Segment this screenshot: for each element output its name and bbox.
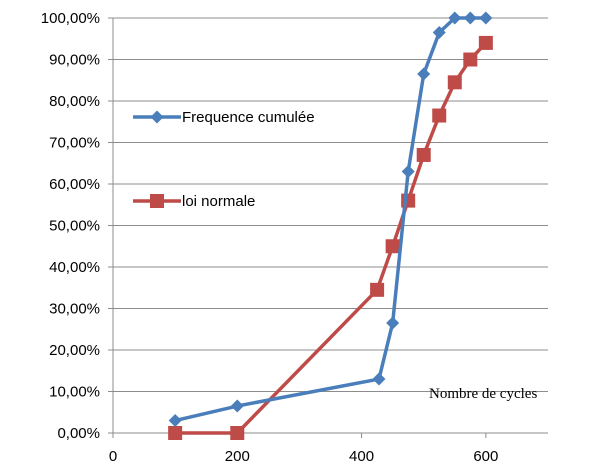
y-tick-label: 70,00% <box>49 135 100 152</box>
y-tick-label: 10,00% <box>49 384 100 401</box>
data-point <box>447 75 462 90</box>
data-point <box>416 147 431 162</box>
data-point <box>417 67 431 81</box>
data-point <box>386 316 400 330</box>
axes: 0,00% 10,00% 20,00% 30,00% 40,00% 50,00% 60,00… <box>41 10 499 465</box>
y-tick-label: 20,00% <box>49 342 100 359</box>
data-point <box>372 372 386 386</box>
data-point <box>385 239 400 254</box>
legend-entry: Frequence cumulée <box>133 109 315 126</box>
x-axis-label: Nombre de cycles <box>429 386 537 402</box>
data-point <box>478 35 493 50</box>
legend-label: Frequence cumulée <box>182 109 315 126</box>
data-point <box>168 414 182 428</box>
data-point <box>432 108 447 123</box>
data-point <box>432 26 446 40</box>
x-tick-label: 400 <box>349 448 374 465</box>
legend-entry: loi normale <box>133 193 255 210</box>
y-tick-label: 40,00% <box>49 259 100 276</box>
y-tick-label: 0,00% <box>57 425 100 442</box>
data-point <box>448 11 462 25</box>
data-point <box>401 165 415 179</box>
y-tick-label: 60,00% <box>49 176 100 193</box>
series-line-frequence-cumulee <box>174 16 486 423</box>
series-line-loi-normale <box>175 41 488 435</box>
data-point <box>230 399 244 413</box>
legend-marker <box>150 110 164 124</box>
data-point <box>463 11 477 25</box>
data-point <box>479 11 493 25</box>
data-point <box>370 282 385 297</box>
x-tick-label: 600 <box>473 448 498 465</box>
x-tick-label: 0 <box>109 448 117 465</box>
legend-marker <box>150 194 164 208</box>
legend-label: loi normale <box>182 193 255 210</box>
data-point <box>463 52 478 67</box>
y-tick-label: 100,00% <box>41 10 100 27</box>
y-tick-label: 80,00% <box>49 93 100 110</box>
y-tick-label: 90,00% <box>49 52 100 69</box>
data-point <box>168 426 183 440</box>
gridlines <box>113 17 548 434</box>
series <box>168 11 493 440</box>
x-tick-label: 200 <box>225 448 250 465</box>
data-point <box>230 426 245 440</box>
y-tick-label: 30,00% <box>49 301 100 318</box>
legend: Frequence cumulée loi normale <box>133 109 315 210</box>
y-tick-label: 50,00% <box>49 218 100 235</box>
